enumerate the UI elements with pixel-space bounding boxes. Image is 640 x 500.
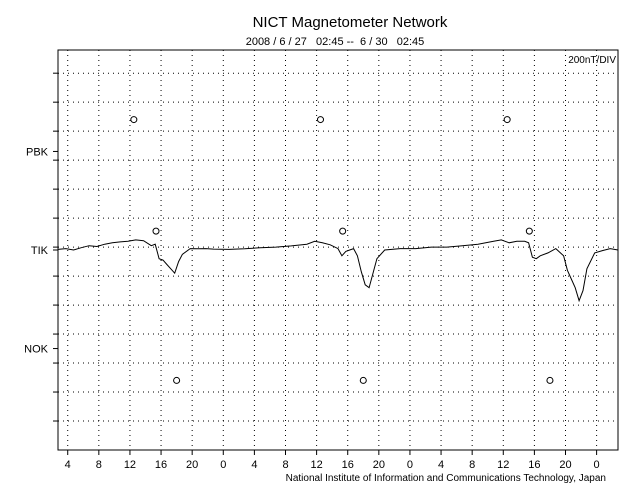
x-tick-label: 8 [469,459,475,471]
x-tick-label: 4 [251,459,257,471]
markers [130,116,554,384]
x-tick-label: 0 [407,459,413,471]
marker-tik [339,227,347,235]
chart-subtitle: 2008 / 6 / 27 02:45 -- 6 / 30 02:45 [246,36,425,48]
x-tick-label: 16 [155,459,167,471]
series-line-tik [57,239,619,303]
x-tick-label: 16 [528,459,540,471]
x-tick-label: 12 [497,459,509,471]
marker-nok [173,376,181,384]
x-tick-label: 12 [310,459,322,471]
chart-title: NICT Magnetometer Network [253,14,448,31]
x-tick-label: 20 [559,459,571,471]
station-label-pbk: PBK [26,146,49,158]
marker-pbk [317,116,324,124]
x-tick-label: 4 [65,459,71,471]
x-tick-label: 8 [282,459,288,471]
marker-nok [546,376,554,384]
x-tick-label: 8 [96,459,102,471]
x-tick-label: 4 [438,459,444,471]
x-tick-label: 16 [342,459,354,471]
marker-pbk [130,116,138,124]
x-tick-label: 0 [220,459,226,471]
credit-text: National Institute of Information and Co… [286,473,606,484]
station-label-nok: NOK [24,344,49,356]
axis-labels: 4 8 12 16 20 0 4 8 12 16 20 0 4 8 12 16 20 0 PBK TIK NOK [24,146,600,471]
x-tick-label: 20 [186,459,198,471]
station-label-tik: TIK [31,245,49,257]
marker-tik [525,227,533,235]
marker-pbk [503,116,511,124]
axis-ticks [53,72,598,455]
scale-label: 200nT/DIV [568,55,616,66]
x-tick-label: 0 [594,459,600,471]
marker-nok [359,376,367,384]
x-tick-label: 20 [373,459,385,471]
series [57,239,619,303]
grid [58,50,618,450]
marker-tik [152,227,160,235]
x-tick-label: 12 [124,459,136,471]
